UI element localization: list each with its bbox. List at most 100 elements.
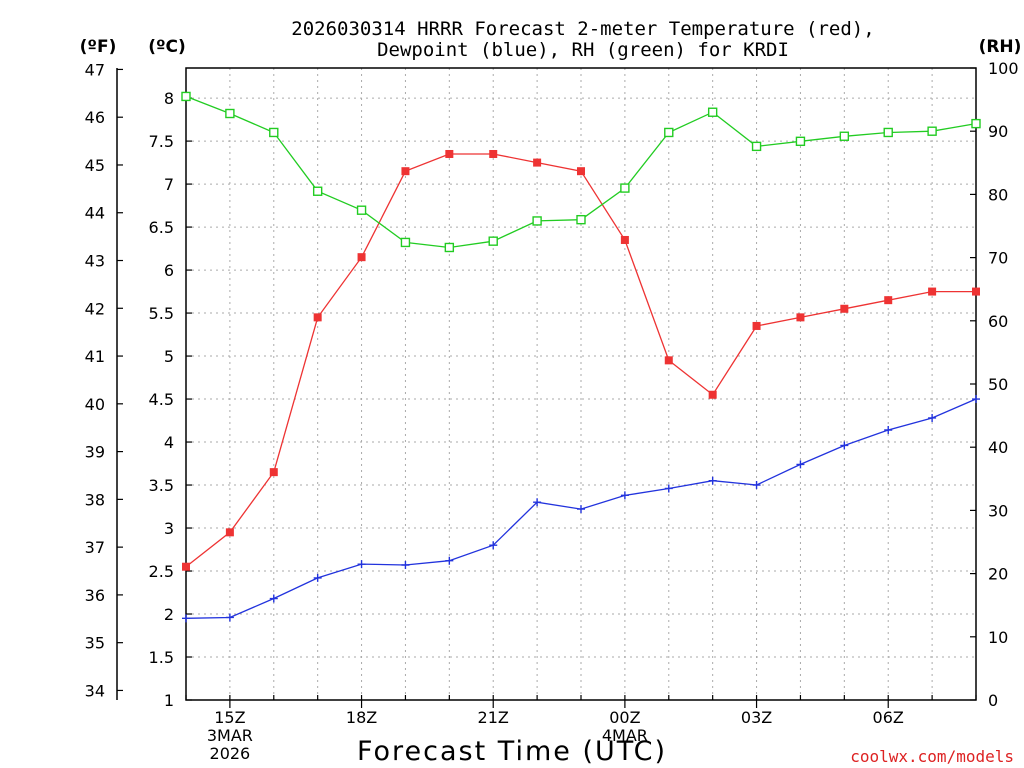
x-tick-label: 03Z xyxy=(741,708,772,727)
temperature-point xyxy=(533,158,542,167)
dewpoint-point xyxy=(357,560,366,569)
rh-point xyxy=(883,127,893,138)
temperature-point xyxy=(225,528,234,537)
fahrenheit-tick-label: 34 xyxy=(85,681,105,700)
temperature-point xyxy=(620,235,629,244)
rh-tick-label: 10 xyxy=(988,628,1008,647)
dewpoint-point xyxy=(796,460,805,469)
x-tick-label: 15Z xyxy=(214,708,245,727)
x-tick-year-label: 2026 xyxy=(210,744,251,763)
rh-point xyxy=(576,214,586,225)
dewpoint-point xyxy=(313,573,322,582)
fahrenheit-tick-label: 44 xyxy=(85,204,105,223)
x-tick-date-label: 4MAR xyxy=(602,726,648,745)
rh-tick-label: 0 xyxy=(988,691,998,710)
rh-point xyxy=(269,127,279,138)
rh-tick-label: 40 xyxy=(988,438,1008,457)
celsius-tick-label: 1 xyxy=(164,691,174,710)
temperature-point xyxy=(489,149,498,158)
rh-point xyxy=(707,107,718,117)
fahrenheit-tick-label: 46 xyxy=(85,108,105,127)
dewpoint-point xyxy=(269,594,278,603)
rh-tick-label: 80 xyxy=(988,185,1008,204)
fahrenheit-tick-label: 42 xyxy=(85,299,105,318)
celsius-tick-label: 3.5 xyxy=(149,476,174,495)
fahrenheit-tick-label: 45 xyxy=(85,156,105,175)
celsius-tick-label: 2.5 xyxy=(149,562,174,581)
fahrenheit-tick-label: 40 xyxy=(85,395,105,414)
rh-point xyxy=(664,127,674,138)
axes: 343536373839404142434445464711.522.533.5… xyxy=(85,59,1019,763)
x-tick-label: 18Z xyxy=(346,708,377,727)
rh-point xyxy=(839,131,850,141)
dewpoint-point xyxy=(577,505,585,514)
fahrenheit-tick-label: 38 xyxy=(85,490,105,509)
temperature-point xyxy=(884,296,893,305)
dewpoint-point xyxy=(840,441,849,450)
temperature-point xyxy=(928,287,937,296)
x-tick-label: 21Z xyxy=(478,708,509,727)
temperature-point xyxy=(269,468,278,477)
rh-tick-label: 100 xyxy=(988,59,1019,78)
temperature-point xyxy=(577,167,585,176)
celsius-tick-label: 6 xyxy=(164,261,174,280)
dewpoint-point xyxy=(752,481,761,490)
celsius-tick-label: 4.5 xyxy=(149,390,174,409)
temperature-point xyxy=(708,390,717,399)
celsius-tick-label: 5 xyxy=(164,347,174,366)
dewpoint-point xyxy=(533,498,542,507)
dewpoint-point xyxy=(884,426,893,435)
rh-point xyxy=(181,91,191,102)
celsius-tick-label: 2 xyxy=(164,605,174,624)
celsius-tick-label: 3 xyxy=(164,519,174,538)
celsius-tick-label: 7 xyxy=(164,175,174,194)
dewpoint-point xyxy=(182,614,190,623)
x-axis-title: Forecast Time (UTC) xyxy=(357,736,667,767)
rh-tick-label: 50 xyxy=(988,375,1008,394)
temperature-point xyxy=(796,313,805,322)
rh-tick-label: 60 xyxy=(988,312,1008,331)
fahrenheit-tick-label: 47 xyxy=(85,60,105,79)
rh-point xyxy=(356,205,367,215)
dewpoint-point xyxy=(972,395,980,404)
rh-point xyxy=(971,118,981,129)
temperature-point xyxy=(664,356,673,365)
rh-point xyxy=(225,108,235,119)
rh-point xyxy=(620,183,630,193)
celsius-tick-label: 5.5 xyxy=(149,304,174,323)
rh-point xyxy=(927,126,937,136)
rh-tick-label: 30 xyxy=(988,501,1008,520)
rh-tick-label: 90 xyxy=(988,122,1008,141)
chart-title-line-1: 2026030314 HRRR Forecast 2-meter Tempera… xyxy=(291,18,874,40)
fahrenheit-tick-label: 43 xyxy=(85,252,105,271)
fahrenheit-tick-label: 35 xyxy=(85,634,105,653)
left-axis-unit-celsius: (ºC) xyxy=(148,37,186,57)
dewpoint-point xyxy=(225,613,234,622)
rh-point xyxy=(312,186,323,196)
right-axis-unit-rh: (RH) xyxy=(979,37,1022,57)
temperature-point xyxy=(313,313,322,322)
rh-point xyxy=(532,216,542,226)
dewpoint-point xyxy=(664,484,673,493)
fahrenheit-tick-label: 39 xyxy=(85,443,105,462)
celsius-tick-label: 1.5 xyxy=(149,648,174,667)
temperature-point xyxy=(840,304,849,313)
left-axis-unit-fahrenheit: (ºF) xyxy=(80,37,117,57)
dewpoint-point xyxy=(489,541,498,550)
rh-tick-label: 70 xyxy=(988,249,1008,268)
fahrenheit-tick-label: 36 xyxy=(85,586,105,605)
rh-point xyxy=(795,136,806,147)
credit-text: coolwx.com/models xyxy=(850,747,1014,766)
dewpoint-point xyxy=(620,491,629,500)
x-tick-label: 00Z xyxy=(609,708,640,727)
temperature-point xyxy=(972,287,980,296)
temperature-point xyxy=(445,149,454,158)
celsius-tick-label: 7.5 xyxy=(149,132,174,151)
chart-title-line-2: Dewpoint (blue), RH (green) for KRDI xyxy=(377,39,789,61)
fahrenheit-tick-label: 37 xyxy=(85,538,105,557)
series-layer xyxy=(181,91,981,623)
dewpoint-point xyxy=(445,556,454,565)
rh-point xyxy=(488,236,498,246)
temperature-point xyxy=(752,321,761,330)
